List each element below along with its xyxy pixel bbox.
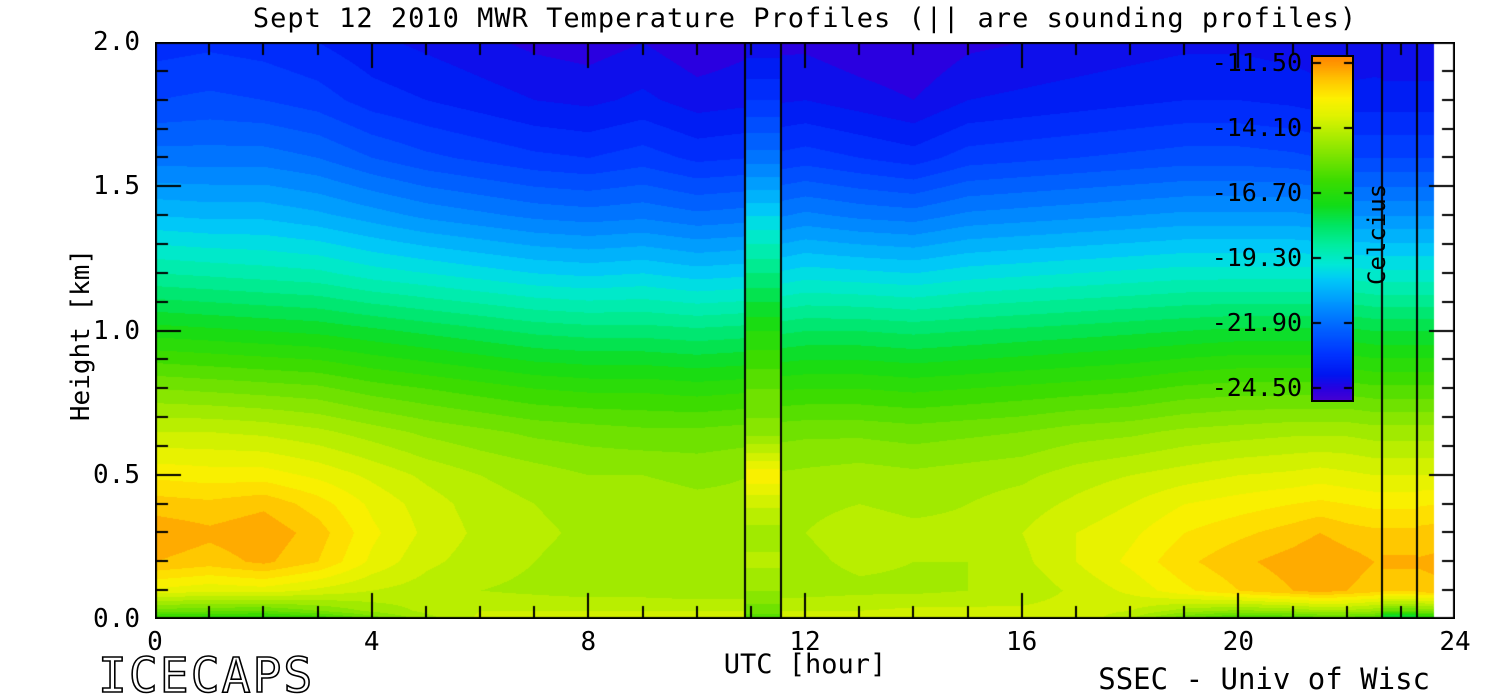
colorbar-tick-label: -14.10 [1211,113,1302,143]
contour-field-canvas [155,42,1455,619]
x-tick-label: 20 [1222,627,1254,657]
credit-label-ssec: SSEC - Univ of Wisc [1098,662,1430,696]
colorbar-labels: -11.50 -14.10 -16.70 -19.30 -21.90 -24.50 [1148,0,1302,460]
colorbar-tick-label: -19.30 [1211,242,1302,272]
colorbar-tick-label: -11.50 [1211,48,1302,78]
colorbar-caption: Celcius [1363,183,1391,285]
colorbar-tick-label: -16.70 [1211,177,1302,207]
chart-title: Sept 12 2010 MWR Temperature Profiles (|… [252,3,1358,34]
x-axis-tick-labels: 0 4 8 12 16 20 24 [0,627,1500,661]
y-tick-label: 0.5 [93,459,140,490]
y-axis-tick-labels: 2.0 1.5 1.0 0.5 0.0 [55,0,140,700]
y-tick-label: 0.0 [93,604,140,634]
x-tick-label: 24 [1439,627,1471,657]
x-tick-label: 4 [363,627,380,657]
colorbar-gradient-canvas [1313,57,1352,400]
x-axis-title: UTC [hour] [723,649,887,680]
y-tick-label: 1.0 [93,315,140,346]
y-tick-label: 2.0 [93,27,140,57]
x-tick-label: 0 [147,627,163,657]
y-axis-title: Height [km] [66,248,96,422]
x-tick-label: 12 [789,627,821,657]
plot-area [155,42,1455,619]
colorbar-tick-label: -24.50 [1211,372,1302,402]
project-label-icecaps: ICECAPS [97,647,315,700]
x-tick-label: 8 [580,627,597,657]
colorbar [1311,55,1354,402]
y-tick-label: 1.5 [93,171,140,202]
colorbar-tick-label: -21.90 [1211,307,1302,337]
x-tick-label: 16 [1006,627,1038,657]
